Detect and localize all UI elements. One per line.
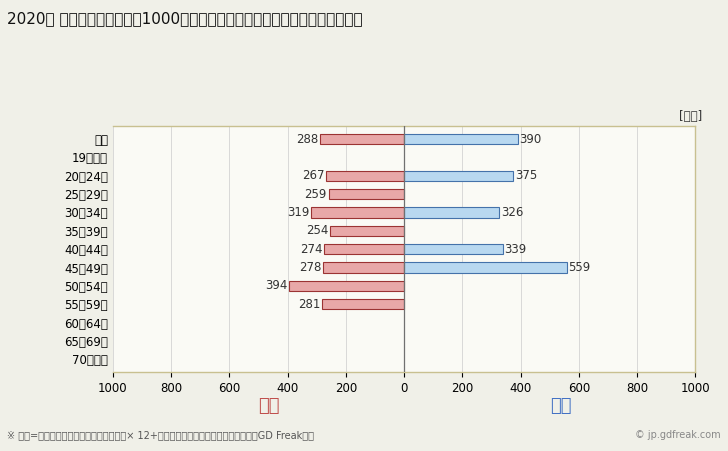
Bar xyxy=(324,244,404,254)
Text: 319: 319 xyxy=(287,206,309,219)
Text: 267: 267 xyxy=(302,169,325,182)
Bar xyxy=(289,281,404,291)
Text: [万円]: [万円] xyxy=(679,110,703,124)
Bar xyxy=(323,299,404,309)
Text: 559: 559 xyxy=(569,261,591,274)
Text: 278: 278 xyxy=(299,261,321,274)
Text: 259: 259 xyxy=(304,188,327,201)
Bar xyxy=(404,244,503,254)
Text: 女性: 女性 xyxy=(258,397,280,415)
Bar xyxy=(404,207,499,217)
Bar xyxy=(320,134,404,144)
Bar xyxy=(330,226,404,236)
Text: 2020年 民間企業（従業者数1000人以上）フルタイム労働者の男女別平均年収: 2020年 民間企業（従業者数1000人以上）フルタイム労働者の男女別平均年収 xyxy=(7,11,363,26)
Bar xyxy=(328,189,404,199)
Text: 375: 375 xyxy=(515,169,537,182)
Text: 288: 288 xyxy=(296,133,318,146)
Text: 男性: 男性 xyxy=(550,397,571,415)
Text: © jp.gdfreak.com: © jp.gdfreak.com xyxy=(635,430,721,440)
Text: ※ 年収=「きまって支給する現金給与額」× 12+「年間賃与その他特別給与額」としてGD Freak推計: ※ 年収=「きまって支給する現金給与額」× 12+「年間賃与その他特別給与額」と… xyxy=(7,430,314,440)
Text: 390: 390 xyxy=(519,133,542,146)
Bar xyxy=(323,262,404,272)
Text: 394: 394 xyxy=(265,279,288,292)
Text: 274: 274 xyxy=(300,243,323,256)
Text: 339: 339 xyxy=(505,243,527,256)
Bar xyxy=(404,134,518,144)
Bar xyxy=(404,171,513,181)
Text: 326: 326 xyxy=(501,206,523,219)
Text: 254: 254 xyxy=(306,224,328,237)
Text: 281: 281 xyxy=(298,298,320,311)
Bar xyxy=(311,207,404,217)
Bar xyxy=(404,262,567,272)
Bar xyxy=(326,171,404,181)
